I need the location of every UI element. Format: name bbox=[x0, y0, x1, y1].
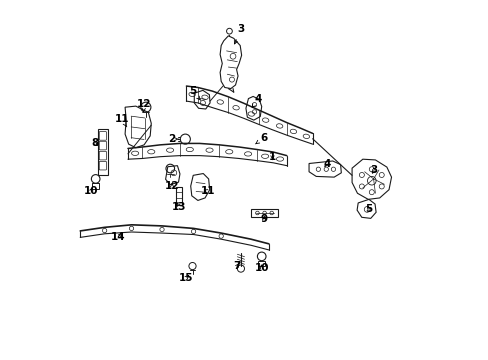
Text: 11: 11 bbox=[114, 114, 129, 127]
Text: 10: 10 bbox=[83, 186, 98, 197]
Text: 11: 11 bbox=[200, 186, 215, 197]
Text: 15: 15 bbox=[179, 273, 193, 283]
Text: 6: 6 bbox=[255, 133, 267, 144]
Text: 2: 2 bbox=[168, 134, 178, 144]
Text: 12: 12 bbox=[164, 181, 179, 192]
Text: 1: 1 bbox=[268, 152, 276, 162]
Text: 12: 12 bbox=[137, 99, 151, 112]
Text: 14: 14 bbox=[111, 232, 125, 242]
Text: 5: 5 bbox=[188, 86, 201, 100]
Text: 13: 13 bbox=[172, 202, 186, 212]
Text: 3: 3 bbox=[234, 24, 244, 44]
Text: 5: 5 bbox=[365, 204, 372, 215]
Text: 4: 4 bbox=[323, 159, 330, 169]
Text: 8: 8 bbox=[91, 139, 98, 148]
Text: 7: 7 bbox=[233, 261, 241, 271]
Text: 9: 9 bbox=[260, 214, 267, 224]
Text: 4: 4 bbox=[252, 94, 261, 108]
Text: 10: 10 bbox=[254, 263, 268, 273]
Text: 3: 3 bbox=[370, 165, 377, 175]
